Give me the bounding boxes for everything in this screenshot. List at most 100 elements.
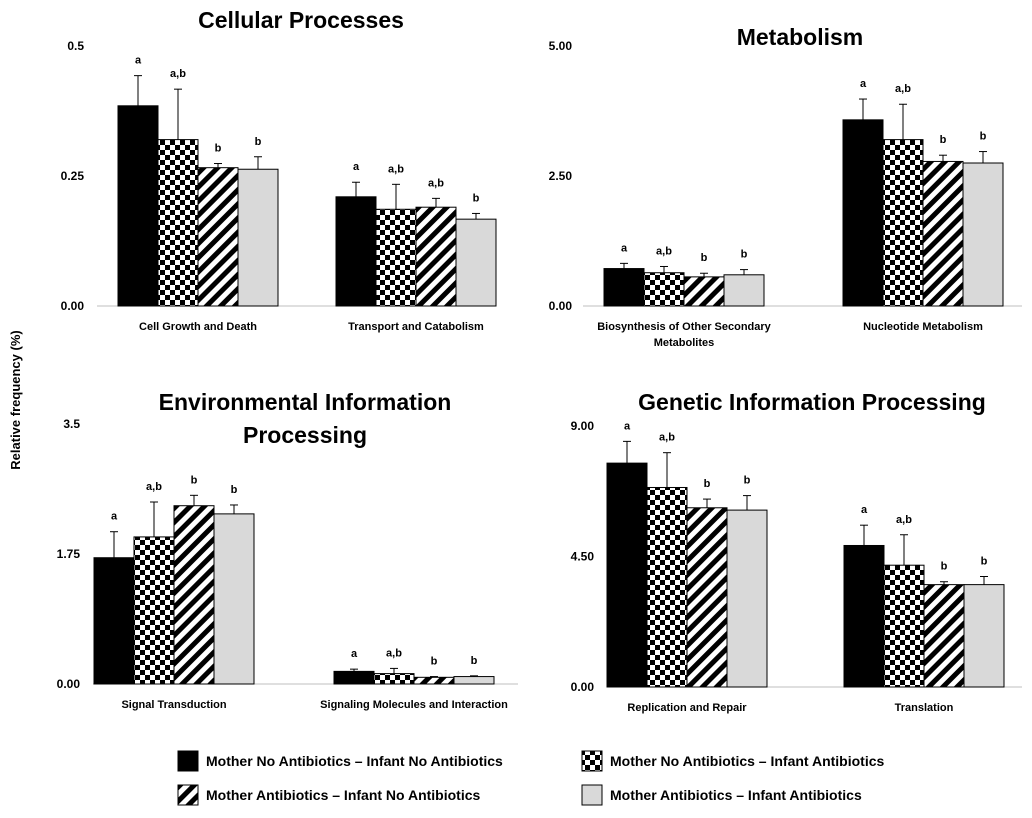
significance-label: a xyxy=(111,511,118,523)
significance-label: b xyxy=(704,478,711,490)
significance-label: b xyxy=(473,192,480,204)
chart-title: Cellular Processes xyxy=(198,7,404,33)
category-label: Metabolites xyxy=(654,337,715,349)
bar xyxy=(843,544,885,688)
bar xyxy=(197,167,239,307)
significance-label: a,b xyxy=(388,163,404,175)
category-label: Signaling Molecules and Interaction xyxy=(320,699,508,711)
bar xyxy=(726,509,768,688)
significance-label: b xyxy=(701,252,708,264)
bar xyxy=(963,584,1005,688)
y-tick-label: 0.25 xyxy=(61,169,85,183)
bar xyxy=(373,673,415,685)
y-tick-label: 3.5 xyxy=(63,417,80,431)
chart-title: Genetic Information Processing xyxy=(638,389,986,415)
category-label: Nucleotide Metabolism xyxy=(863,321,983,333)
significance-label: b xyxy=(940,134,947,146)
y-tick-label: 0.00 xyxy=(571,680,595,694)
significance-label: a,b xyxy=(896,514,912,526)
bar xyxy=(683,276,725,307)
bar xyxy=(882,139,924,307)
significance-label: b xyxy=(741,249,748,261)
y-tick-label: 0.5 xyxy=(67,39,84,53)
chart-title: Environmental Information xyxy=(159,389,452,415)
y-tick-label: 0.00 xyxy=(61,299,85,313)
bar xyxy=(415,206,457,307)
bar xyxy=(646,486,688,688)
bar xyxy=(455,218,497,307)
chart-panel-3: Environmental Information Processing 0.00 1… xyxy=(57,389,518,711)
legend-label: Mother Antibiotics – Infant No Antibioti… xyxy=(206,787,480,803)
bar xyxy=(923,584,965,688)
significance-label: a,b xyxy=(170,68,186,80)
legend-swatch xyxy=(177,750,199,772)
chart-panel-2: Metabolism 0.00 2.50 5.00 a a,b b b Biosynthesis… xyxy=(549,24,1022,349)
significance-label: b xyxy=(980,131,987,143)
bar xyxy=(213,513,255,685)
bar xyxy=(173,505,215,685)
y-tick-label: 5.00 xyxy=(549,39,573,53)
significance-label: a,b xyxy=(428,177,444,189)
significance-label: a,b xyxy=(895,83,911,95)
significance-label: b xyxy=(471,655,478,667)
bar xyxy=(157,139,199,307)
bar xyxy=(962,162,1004,307)
category-label: Signal Transduction xyxy=(121,699,226,711)
chart-title: Processing xyxy=(243,422,367,448)
bar xyxy=(922,160,964,307)
significance-label: b xyxy=(431,656,438,668)
bar xyxy=(133,536,175,685)
legend-swatch xyxy=(177,784,199,806)
significance-label: b xyxy=(215,143,222,155)
significance-label: b xyxy=(941,561,948,573)
category-label: Cell Growth and Death xyxy=(139,321,257,333)
y-tick-label: 0.00 xyxy=(57,677,81,691)
significance-label: b xyxy=(231,484,238,496)
category-label: Translation xyxy=(895,702,954,714)
significance-label: a,b xyxy=(659,432,675,444)
y-tick-label: 9.00 xyxy=(571,419,595,433)
chart-panel-4: Genetic Information Processing 0.00 4.50 9.… xyxy=(571,389,1022,714)
bar xyxy=(453,676,495,685)
legend-label: Mother No Antibiotics – Infant No Antibi… xyxy=(206,753,503,769)
legend-swatch xyxy=(581,784,603,806)
bar xyxy=(237,168,279,307)
bar xyxy=(117,105,159,307)
significance-label: a xyxy=(621,242,628,254)
bar xyxy=(413,676,455,685)
bar xyxy=(723,274,765,307)
bar xyxy=(603,268,645,307)
y-axis-label: Relative frequency (%) xyxy=(8,330,23,469)
significance-label: a,b xyxy=(656,245,672,257)
bar xyxy=(93,557,135,685)
category-label: Replication and Repair xyxy=(627,702,747,714)
bar xyxy=(375,208,417,307)
significance-label: a xyxy=(861,504,868,516)
legend-item: Mother Antibiotics – Infant Antibiotics xyxy=(581,784,862,806)
y-tick-label: 1.75 xyxy=(57,547,81,561)
y-tick-label: 2.50 xyxy=(549,169,573,183)
y-tick-label: 4.50 xyxy=(571,550,595,564)
significance-label: b xyxy=(255,136,262,148)
significance-label: a xyxy=(135,55,142,67)
bar xyxy=(335,196,377,307)
legend-swatch xyxy=(581,750,603,772)
legend-label: Mother Antibiotics – Infant Antibiotics xyxy=(610,787,862,803)
significance-label: a xyxy=(624,420,631,432)
significance-label: a xyxy=(353,161,360,173)
legend-item: Mother Antibiotics – Infant No Antibioti… xyxy=(177,784,480,806)
significance-label: a xyxy=(351,648,358,660)
chart-title: Metabolism xyxy=(737,24,864,50)
bar xyxy=(643,272,685,307)
bar xyxy=(883,564,925,688)
legend-item: Mother No Antibiotics – Infant Antibioti… xyxy=(581,750,884,772)
significance-label: a,b xyxy=(386,647,402,659)
category-label: Biosynthesis of Other Secondary xyxy=(597,321,771,333)
bar xyxy=(333,670,375,685)
y-tick-label: 0.00 xyxy=(549,299,573,313)
significance-label: b xyxy=(191,474,198,486)
significance-label: b xyxy=(981,556,988,568)
legend-item: Mother No Antibiotics – Infant No Antibi… xyxy=(177,750,503,772)
bar xyxy=(686,507,728,688)
bar xyxy=(606,462,648,688)
